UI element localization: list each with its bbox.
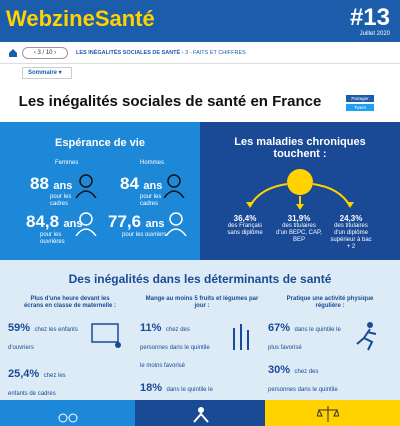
stat-label: des Français sans diplôme	[227, 223, 263, 236]
page-title: Les inégalités sociales de santé en Fran…	[18, 93, 322, 110]
man-worker-icon	[165, 212, 187, 236]
stat-unit: ans	[145, 218, 165, 230]
stat-label: pour les cadres	[50, 194, 72, 207]
stat: 88 ans pour les cadres	[30, 174, 90, 208]
stat-value: 77,6	[108, 212, 142, 231]
footer-block	[265, 400, 400, 426]
stat-value: 67%	[268, 322, 291, 334]
stat-label: des titulaires d'un diplôme supérieur à …	[330, 223, 372, 250]
stat-label: pour les ouvriers	[122, 232, 167, 238]
stat: 31,9% des titulaires d'un BEPC, CAP, BEP	[276, 214, 322, 244]
share-button[interactable]: Partager	[346, 95, 374, 102]
stat-value: 84	[120, 174, 139, 193]
stat-unit: ans	[63, 218, 83, 230]
life-panel: Espérance de vie Femmes Hommes 88 ans pou…	[0, 122, 200, 260]
stat-label: pour les ouvrières	[40, 232, 65, 245]
menu[interactable]: Sommaire ▾	[22, 67, 72, 79]
people-icon	[193, 407, 209, 423]
header: WebzineSanté #13 Juillet 2020	[0, 0, 400, 42]
tweet-button[interactable]: Tweet	[346, 104, 374, 111]
sport-icon	[356, 322, 377, 351]
pager[interactable]: ‹ 3 / 10 ›	[22, 47, 68, 59]
column-header: Pratique une activité physique régulière…	[286, 296, 374, 309]
breadcrumb-page: 3 - FAITS ET CHIFFRES	[185, 50, 246, 56]
fruit-icon	[233, 324, 249, 350]
stat-value: 31,9%	[287, 214, 311, 223]
stat-value: 59%	[8, 322, 31, 334]
men-label: Hommes	[140, 160, 165, 166]
column: Plus d'une heure devant les écrans en cl…	[8, 296, 132, 400]
women-label: Femmes	[55, 160, 79, 166]
stat-value: 30%	[268, 364, 291, 376]
woman-icon	[75, 174, 97, 198]
chronic-diagram	[246, 169, 354, 210]
stat-value: 24,3%	[339, 214, 363, 223]
breadcrumb: LES INÉGALITÉS SOCIALES DE SANTÉ › 3 - F…	[76, 50, 246, 56]
stat-label: chez des personnes dans le quintile le m…	[140, 327, 210, 369]
stat-value: 84,8	[26, 212, 60, 231]
determinants-title: Des inégalités dans les déterminants de …	[68, 272, 332, 286]
footer-block	[135, 400, 265, 426]
column-header: Plus d'une heure devant les écrans en cl…	[23, 296, 117, 309]
stat: 77,6 ans pour les ouvriers	[108, 212, 167, 239]
determinants-panel: Des inégalités dans les déterminants de …	[0, 260, 400, 411]
stat-value: 36,4%	[233, 214, 257, 223]
home-icon[interactable]	[8, 48, 18, 58]
page-number: 3 / 10	[37, 50, 53, 56]
stat: 84 ans pour les cadres	[120, 174, 180, 208]
woman-worker-icon	[75, 212, 97, 236]
stat: 36,4% des Français sans diplôme	[222, 214, 268, 237]
stat: 25,4% chez les enfants de cadres	[8, 364, 78, 400]
stat-label: chez les enfants d'ouvriers	[8, 327, 78, 351]
stat: 67% dans le quintile le plus favorisé	[268, 318, 343, 354]
stat-label: pour les cadres	[140, 194, 162, 207]
man-icon	[163, 174, 185, 198]
stat: 59% chez les enfants d'ouvriers	[8, 318, 78, 354]
chronic-panel: Les maladies chroniques touchent : 36,4%…	[200, 122, 400, 260]
footer-block	[0, 400, 135, 426]
breadcrumb-section[interactable]: LES INÉGALITÉS SOCIALES DE SANTÉ	[76, 50, 181, 56]
stat: 24,3% des titulaires d'un diplôme supérie…	[328, 214, 374, 251]
menu-label: Sommaire	[28, 70, 58, 76]
column: Pratique une activité physique régulière…	[268, 296, 392, 414]
stat-label: des titulaires d'un BEPC, CAP, BEP	[276, 223, 322, 243]
column: Mange au moins 5 fruits et légumes par j…	[140, 296, 264, 414]
column-header: Mange au moins 5 fruits et légumes par j…	[145, 296, 259, 309]
issue: #13	[349, 4, 390, 31]
screen-icon	[91, 323, 121, 348]
stat-label: dans le quintile le plus favorisé	[268, 327, 341, 351]
stat-value: 18%	[140, 382, 163, 394]
stat-label: chez les enfants de cadres	[8, 373, 66, 397]
stat-value: 88	[30, 174, 49, 193]
date: Juillet 2020	[359, 31, 390, 37]
stat-unit: ans	[53, 180, 73, 192]
stat: 11% chez des personnes dans le quintile …	[140, 318, 215, 372]
stat-value: 11%	[140, 322, 162, 334]
scale-icon	[317, 406, 339, 422]
brand: WebzineSanté	[6, 6, 155, 31]
bike-icon	[58, 413, 78, 423]
stat-unit: ans	[143, 180, 163, 192]
stat-value: 25,4%	[8, 368, 40, 380]
chronic-title: Les maladies chroniques touchent :	[234, 136, 366, 160]
stat: 84,8 ans pour les ouvrières	[26, 212, 85, 246]
nav: ‹ 3 / 10 › LES INÉGALITÉS SOCIALES DE SA…	[0, 42, 400, 64]
life-title: Espérance de vie	[55, 137, 145, 149]
